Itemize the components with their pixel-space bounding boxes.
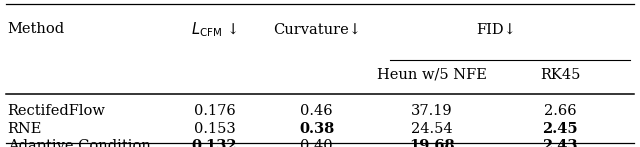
Text: Heun w/5 NFE: Heun w/5 NFE xyxy=(377,68,487,82)
Text: Adaptive Condition: Adaptive Condition xyxy=(8,138,150,147)
Text: 24.54: 24.54 xyxy=(411,122,453,136)
Text: 37.19: 37.19 xyxy=(411,104,453,118)
Text: FID↓: FID↓ xyxy=(476,22,516,36)
Text: RNE: RNE xyxy=(8,122,42,136)
Text: 2.66: 2.66 xyxy=(544,104,576,118)
Text: 0.153: 0.153 xyxy=(193,122,236,136)
Text: Method: Method xyxy=(8,22,65,36)
Text: 2.45: 2.45 xyxy=(542,122,578,136)
Text: 2.43: 2.43 xyxy=(542,138,578,147)
Text: 0.176: 0.176 xyxy=(193,104,236,118)
Text: 0.132: 0.132 xyxy=(191,138,237,147)
Text: 0.38: 0.38 xyxy=(299,122,335,136)
Text: 0.40: 0.40 xyxy=(301,138,333,147)
Text: RectifedFlow: RectifedFlow xyxy=(8,104,106,118)
Text: Curvature↓: Curvature↓ xyxy=(273,22,361,36)
Text: 0.46: 0.46 xyxy=(301,104,333,118)
Text: $L_{\mathrm{CFM}}$ ↓: $L_{\mathrm{CFM}}$ ↓ xyxy=(191,20,237,39)
Text: 19.68: 19.68 xyxy=(409,138,455,147)
Text: RK45: RK45 xyxy=(540,68,580,82)
